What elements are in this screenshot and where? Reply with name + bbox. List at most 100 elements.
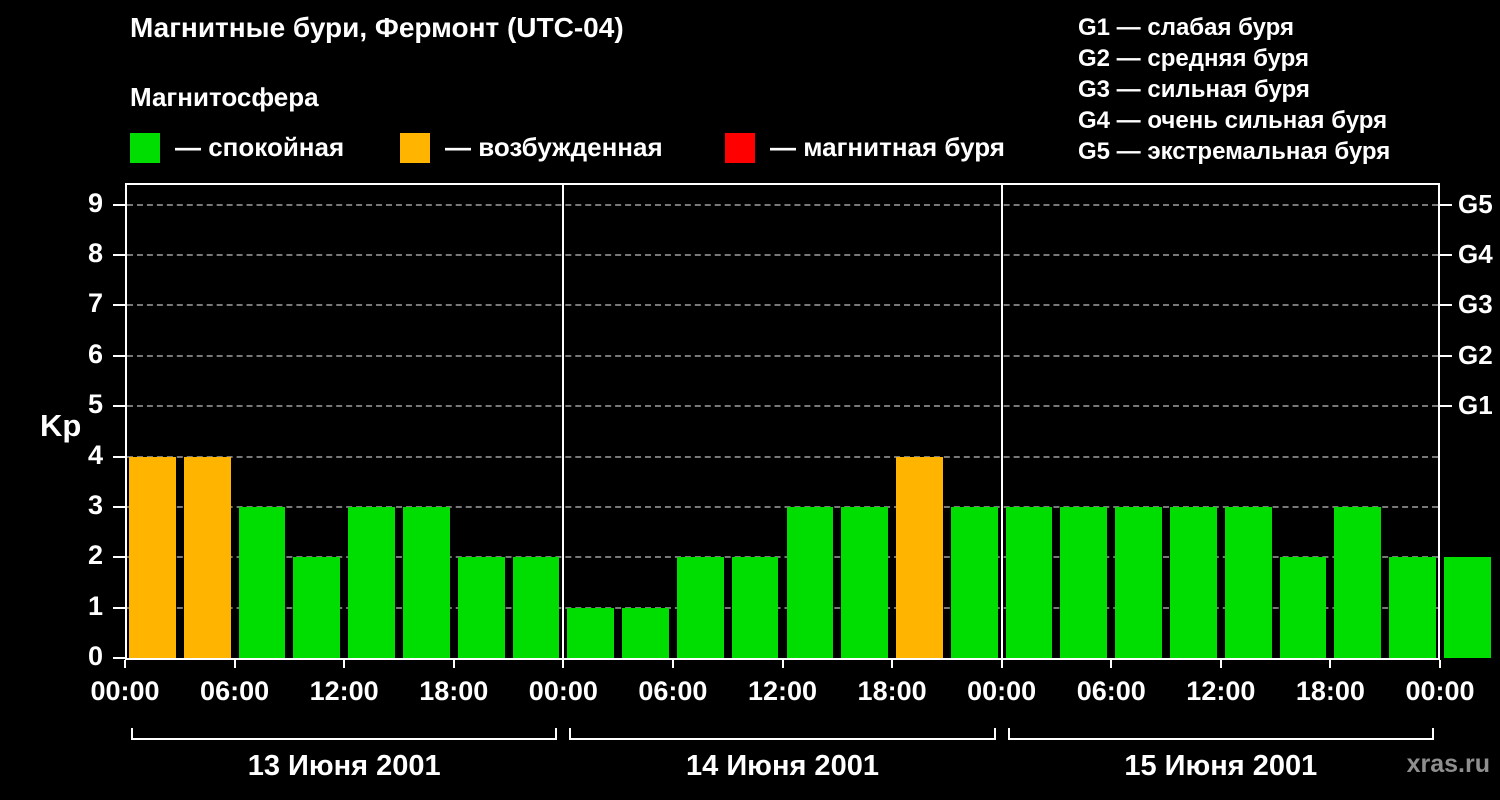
- x-axis-tick: [343, 660, 346, 668]
- day-bracket-tick: [569, 728, 572, 740]
- gridline: [127, 304, 1438, 307]
- day-bracket-tick: [131, 728, 133, 740]
- kp-bar: [896, 456, 943, 658]
- x-axis-tick: [781, 660, 784, 668]
- y-axis-label: 6: [87, 338, 103, 369]
- g-scale-label: G4: [1458, 239, 1493, 270]
- x-axis-label: 00:00: [90, 676, 160, 706]
- y-axis-label: 5: [87, 389, 103, 420]
- kp-bar: [1389, 557, 1436, 658]
- kp-bar: [1005, 506, 1053, 658]
- y-axis-tick: [113, 203, 125, 206]
- kp-bar: [731, 557, 779, 658]
- kp-bar: [129, 456, 176, 658]
- day-bracket-tick: [993, 728, 996, 740]
- right-axis-tick: [1440, 203, 1452, 206]
- y-axis-tick: [113, 254, 125, 257]
- x-axis-label: 06:00: [200, 676, 270, 706]
- storm-scale-legend: G1 — слабая буря G2 — средняя буря G3 — си…: [1078, 12, 1390, 167]
- kp-bar: [676, 557, 724, 658]
- kp-bar: [238, 506, 286, 658]
- x-axis-label: 06:00: [1076, 676, 1146, 706]
- gridline: [127, 505, 1438, 508]
- gridline: [127, 455, 1438, 458]
- y-axis-tick: [113, 505, 125, 508]
- day-bracket-tick: [555, 728, 558, 740]
- legend-label: — магнитная буря: [770, 132, 1005, 162]
- storm-scale-item: G4 — очень сильная буря: [1078, 107, 1388, 134]
- y-axis-tick: [113, 354, 125, 357]
- storm-scale-item: G2 — средняя буря: [1078, 45, 1309, 72]
- day-bracket: [569, 738, 996, 740]
- x-axis-tick: [452, 660, 455, 668]
- x-axis-label: 12:00: [1186, 676, 1256, 706]
- x-axis-tick: [562, 660, 565, 668]
- y-axis-label: 0: [87, 641, 103, 671]
- x-axis-tick: [1219, 660, 1222, 668]
- storm-scale-item: G1 — слабая буря: [1078, 14, 1295, 41]
- day-label: 14 Июня 2001: [686, 750, 879, 782]
- x-axis-label: 18:00: [419, 676, 489, 706]
- kp-bar: [348, 506, 395, 658]
- x-axis-label: 00:00: [1405, 676, 1475, 706]
- y-axis-label: 2: [87, 540, 103, 571]
- kp-bar: [512, 557, 560, 658]
- day-separator: [562, 183, 565, 660]
- kp-bar: [841, 506, 889, 658]
- day-separator: [1000, 183, 1003, 660]
- legend-swatch-storm: [725, 132, 755, 163]
- legend-label: — возбужденная: [445, 132, 663, 162]
- x-axis-tick: [124, 660, 126, 668]
- x-axis-label: 18:00: [1295, 676, 1365, 706]
- legend-swatch-quiet: [130, 132, 160, 163]
- kp-bar: [1444, 557, 1491, 658]
- x-axis-tick: [1110, 660, 1113, 668]
- x-axis-label: 00:00: [967, 676, 1037, 706]
- x-axis-label: 00:00: [528, 676, 598, 706]
- legend-item-quiet: — спокойная: [130, 132, 344, 163]
- y-axis-label: 8: [87, 238, 103, 269]
- kp-bar: [183, 456, 231, 658]
- right-axis-tick: [1440, 254, 1452, 257]
- kp-bar: [1279, 557, 1327, 658]
- kp-bar: [293, 557, 341, 658]
- kp-bar: [1334, 506, 1382, 658]
- day-bracket-tick: [1432, 728, 1434, 740]
- gridline: [127, 556, 1438, 559]
- right-axis-tick: [1440, 405, 1452, 408]
- gridline: [127, 203, 1438, 206]
- kp-bar: [1060, 506, 1108, 658]
- day-label: 15 Июня 2001: [1124, 750, 1318, 782]
- kp-axis-title: Kp: [40, 408, 82, 443]
- day-bracket-tick: [1007, 728, 1010, 740]
- x-axis-tick: [891, 660, 894, 668]
- day-bracket: [131, 738, 558, 740]
- y-axis-tick: [113, 657, 125, 659]
- kp-bar: [457, 557, 505, 658]
- storm-scale-item: G3 — сильная буря: [1078, 76, 1310, 103]
- kp-bar: [622, 607, 669, 658]
- y-axis-tick: [113, 405, 125, 408]
- right-axis-tick: [1440, 354, 1452, 357]
- legend-swatch-excited: [400, 132, 430, 163]
- gridline: [127, 606, 1438, 609]
- kp-bar: [1170, 506, 1217, 658]
- gridline: [127, 354, 1438, 357]
- kp-bar: [567, 607, 615, 658]
- legend-heading: Магнитосфера: [130, 82, 319, 112]
- x-axis-tick: [671, 660, 674, 668]
- storm-scale-item: G5 — экстремальная буря: [1078, 138, 1391, 165]
- gridline: [127, 405, 1438, 408]
- kp-bar: [402, 506, 450, 658]
- kp-bar: [1115, 506, 1163, 658]
- y-axis-label: 9: [87, 187, 103, 218]
- legend-label: — спокойная: [175, 132, 345, 162]
- right-axis-tick: [1440, 304, 1452, 307]
- gridline: [127, 254, 1438, 257]
- kp-bar: [1224, 506, 1272, 658]
- x-axis-tick: [1439, 660, 1441, 668]
- day-bracket: [1007, 738, 1434, 740]
- y-axis-label: 3: [87, 489, 103, 520]
- x-axis-label: 18:00: [857, 676, 927, 706]
- y-axis-label: 7: [87, 288, 103, 319]
